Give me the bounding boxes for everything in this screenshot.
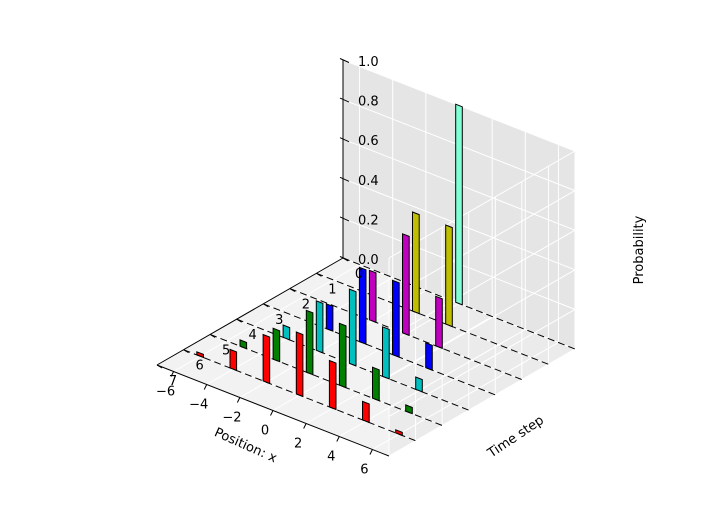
grid-line (388, 190, 576, 299)
probability-bar (358, 266, 367, 345)
time-step-dashed-line (209, 333, 443, 426)
probability-bar (362, 400, 370, 424)
z-axis-title: Probability (632, 215, 647, 284)
x-tick-mark (203, 384, 208, 390)
probability-bar (348, 288, 357, 367)
x-tick-mark (336, 436, 340, 442)
z-tick-mark (339, 137, 350, 143)
time-step-dashed-line (316, 272, 549, 365)
y-tick-mark (156, 364, 163, 369)
probability-bar (372, 366, 380, 402)
y-tick-label: 0 (355, 267, 363, 282)
y-axis-line (156, 257, 344, 366)
x-tick-mark (170, 371, 175, 377)
x-tick-label: −4 (189, 398, 208, 413)
probability-bar (395, 429, 403, 437)
probability-bar (305, 309, 314, 376)
x-tick-label: 0 (261, 424, 269, 439)
grid-line (388, 269, 576, 378)
probability-bar (435, 295, 443, 350)
probability-bar (295, 331, 304, 398)
probability-bar (405, 404, 413, 415)
probability-bar (445, 224, 453, 328)
x-tick-mark (236, 397, 241, 403)
grid-line (372, 342, 559, 450)
grid-line (272, 303, 460, 411)
z-tick-label: 0.8 (358, 95, 379, 110)
y-tick-label: 4 (249, 328, 257, 343)
z-tick-label: 0.2 (358, 213, 379, 228)
grid-line (305, 316, 493, 424)
grid-line (339, 329, 526, 437)
y-axis-title: Time step (484, 413, 546, 462)
z-tick-mark (339, 216, 350, 222)
probability-bar (229, 348, 238, 372)
x-tick-label: 2 (294, 437, 302, 452)
z-tick-label: 0.6 (358, 134, 379, 149)
probability-bar (239, 339, 248, 350)
probability-bar (402, 233, 410, 337)
x-tick-label: −6 (156, 385, 175, 400)
z-tick-mark (339, 176, 350, 182)
probability-bar (196, 351, 204, 359)
probability-bars (196, 103, 463, 437)
probability-bar (315, 300, 324, 354)
probability-bar (325, 303, 334, 332)
y-tick-label: 3 (275, 313, 283, 328)
time-step-dashed-line (263, 303, 496, 396)
y-tick-label: 7 (169, 374, 177, 389)
grid-line (388, 150, 576, 259)
probability-bar (338, 322, 347, 389)
probability-bar (282, 324, 291, 341)
probability-bar (425, 342, 433, 371)
z-tick-mark (339, 58, 350, 63)
y-tick-label: 2 (302, 298, 310, 313)
z-tick-label: 0.0 (358, 253, 379, 268)
x-tick-label: −2 (222, 411, 241, 426)
probability-bar (415, 376, 423, 393)
probability-bar (368, 269, 377, 324)
y-tick-label: 6 (195, 359, 203, 374)
grid-line (388, 308, 576, 417)
x-tick-mark (369, 449, 373, 455)
y-tick-label: 1 (328, 282, 336, 297)
probability-bar (262, 333, 271, 385)
x-tick-mark (270, 410, 274, 416)
probability-bar (382, 326, 390, 380)
probability-bar (328, 359, 337, 411)
probability-bar (392, 279, 400, 358)
grid-line (388, 229, 576, 338)
x-tick-mark (303, 423, 307, 429)
x-tick-label: 4 (327, 450, 335, 465)
y-tick-label: 5 (222, 343, 230, 358)
z-tick-label: 0.4 (358, 174, 379, 189)
probability-bar (412, 211, 420, 315)
grid-line (173, 264, 360, 372)
probability-bar (455, 103, 463, 306)
grid-line (388, 348, 576, 457)
probability-bar (272, 327, 281, 363)
tick-labels: −6 −4 −2 0 2 4 6 0 1 2 3 4 5 6 7 0.0 0.2 0.4 0.6 0.8 1.0 (156, 55, 379, 478)
x-axis-title: Position: x (212, 425, 279, 466)
z-tick-mark (339, 97, 350, 103)
z-tick-label: 1.0 (358, 55, 379, 70)
x-tick-label: 6 (360, 463, 368, 478)
